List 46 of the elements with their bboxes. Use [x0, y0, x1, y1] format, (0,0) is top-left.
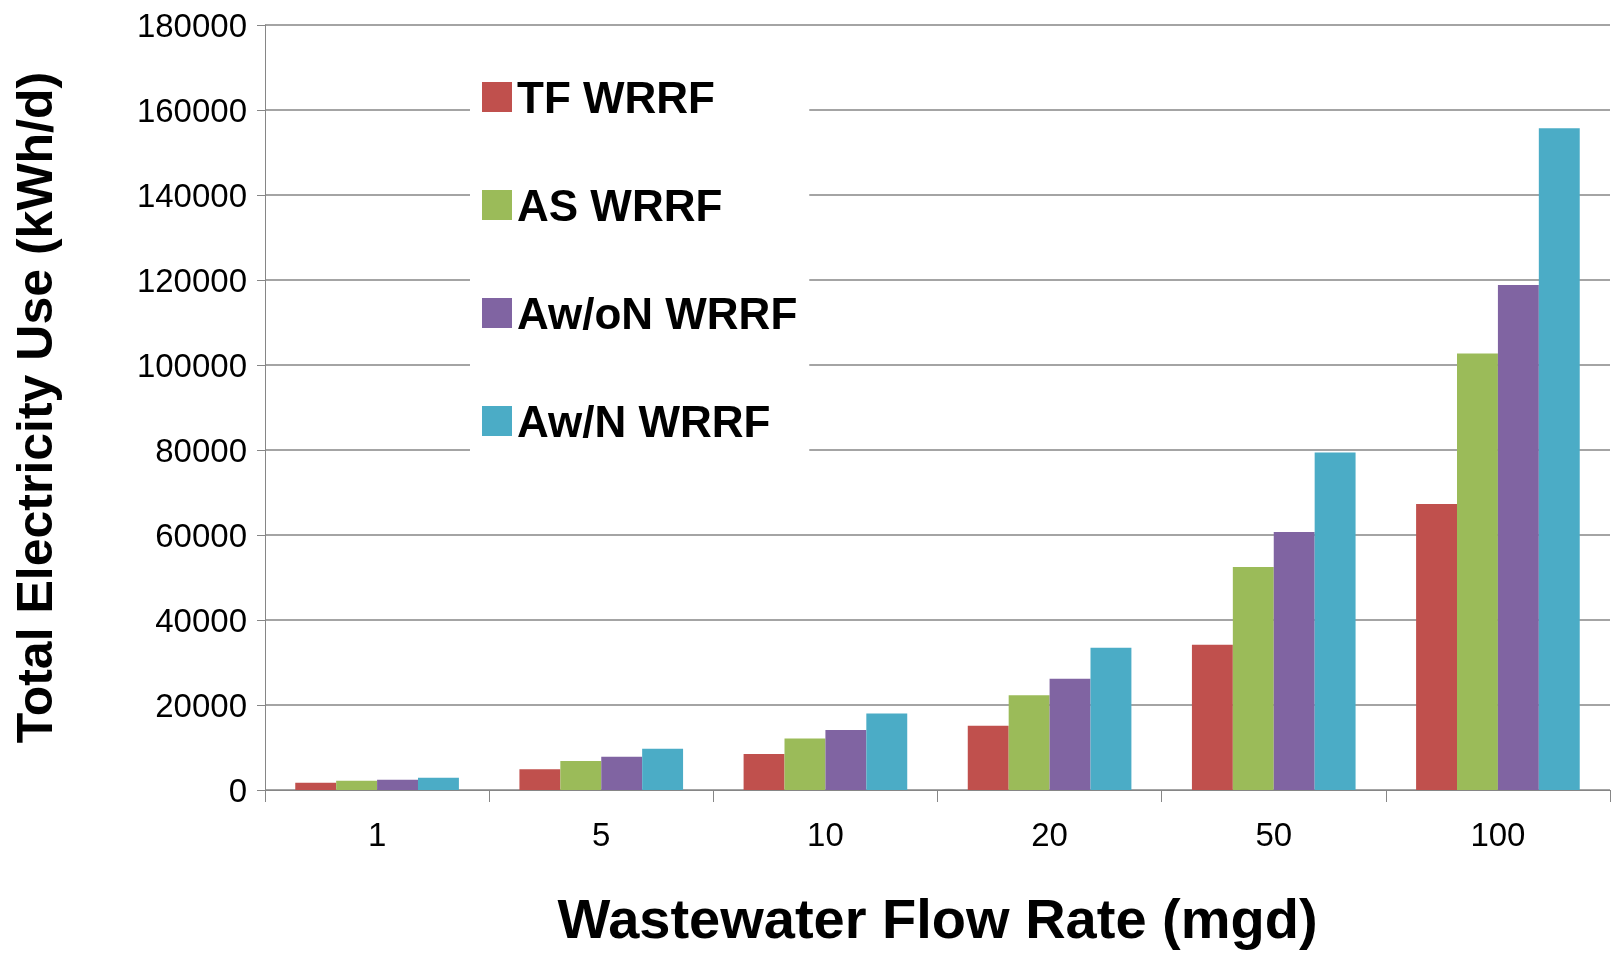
bar: [560, 761, 602, 790]
bar: [1049, 678, 1091, 790]
bar: [642, 748, 684, 790]
bar: [866, 713, 908, 790]
bar: [1232, 566, 1274, 790]
y-tick-label: 40000: [155, 601, 247, 639]
y-tick-label: 0: [228, 771, 247, 809]
bar: [377, 779, 418, 790]
legend-label: Aw/N WRRF: [517, 396, 771, 446]
x-tick-label: 50: [1255, 816, 1293, 853]
bar: [601, 756, 643, 790]
y-tick-label: 80000: [155, 431, 247, 469]
bar: [336, 780, 378, 790]
x-tick-label: 20: [1031, 816, 1068, 853]
y-axis-title: Total Electricity Use (kWh/d): [7, 71, 63, 744]
x-axis-title: Wastewater Flow Rate (mgd): [557, 886, 1318, 950]
bar: [1314, 452, 1356, 790]
y-tick-label: 100000: [136, 346, 247, 384]
bar: [295, 782, 337, 790]
bar: [417, 777, 459, 790]
bar: [519, 769, 561, 790]
bar: [1191, 644, 1233, 790]
x-tick-label: 100: [1470, 816, 1526, 853]
bar: [1497, 285, 1539, 790]
bar: [1457, 353, 1498, 790]
x-tick-label: 5: [592, 816, 611, 853]
y-tick-label: 120000: [136, 261, 247, 299]
bar: [784, 738, 826, 790]
bar: [825, 730, 867, 790]
y-tick-label: 180000: [136, 6, 247, 44]
legend-label: Aw/oN WRRF: [517, 288, 798, 338]
bar: [1416, 503, 1458, 790]
legend-label: AS WRRF: [517, 180, 723, 230]
y-tick-label: 60000: [155, 516, 247, 554]
bar: [967, 725, 1009, 790]
y-tick-label: 140000: [136, 176, 247, 214]
bar: [1273, 532, 1315, 790]
bar: [1008, 695, 1050, 790]
legend-label: TF WRRF: [517, 72, 715, 122]
x-tick-label: 1: [367, 816, 387, 853]
y-tick-label: 20000: [155, 686, 247, 724]
x-tick-label: 10: [807, 816, 844, 853]
bar: [743, 753, 785, 790]
bar: [1090, 647, 1132, 790]
bar: [1538, 128, 1580, 790]
y-tick-label: 160000: [136, 91, 247, 129]
